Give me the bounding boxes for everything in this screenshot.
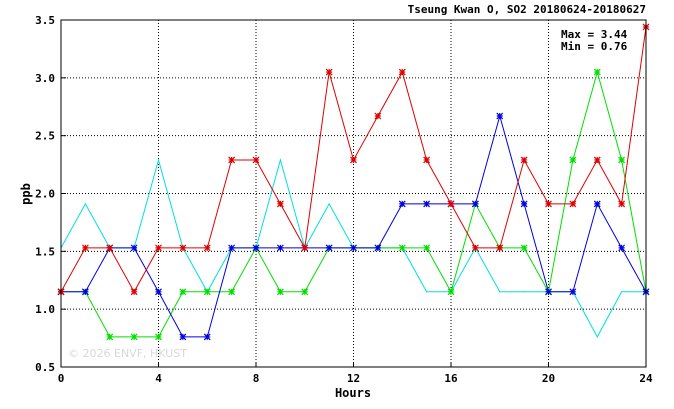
series-line — [61, 70, 647, 338]
x-tick-label: 8 — [253, 372, 260, 385]
data-point — [81, 244, 89, 252]
data-point — [157, 159, 160, 161]
data-point — [84, 203, 86, 205]
data-point — [179, 244, 187, 252]
data-point — [447, 200, 455, 208]
data-point — [496, 112, 504, 120]
max-label: Max = 3.44 — [561, 28, 628, 41]
data-point — [621, 291, 623, 293]
data-point — [179, 288, 187, 296]
data-point — [471, 244, 479, 252]
data-point — [203, 288, 211, 296]
data-point — [130, 333, 138, 341]
x-tick-label: 20 — [542, 372, 555, 385]
data-point — [228, 244, 236, 252]
x-tick-label: 12 — [347, 372, 360, 385]
data-point — [423, 156, 431, 164]
data-point — [276, 288, 284, 296]
data-point — [569, 200, 577, 208]
data-point — [593, 200, 601, 208]
data-point — [328, 203, 330, 205]
data-point — [228, 288, 236, 296]
data-point — [350, 244, 357, 252]
data-point — [130, 288, 138, 296]
data-point — [398, 68, 406, 76]
data-point — [155, 333, 162, 341]
data-point — [252, 244, 260, 252]
data-point — [325, 68, 333, 76]
data-point — [106, 244, 114, 252]
data-point — [520, 244, 528, 252]
data-point — [618, 200, 626, 208]
data-point — [179, 333, 187, 341]
data-point — [520, 200, 528, 208]
data-point — [301, 288, 309, 296]
data-point — [545, 288, 552, 296]
x-tick-label: 16 — [444, 372, 458, 385]
y-tick-label: 1.0 — [35, 303, 55, 316]
data-point — [325, 244, 333, 252]
data-point — [569, 156, 577, 164]
data-point — [618, 156, 626, 164]
data-point — [228, 156, 236, 164]
x-tick-label: 4 — [155, 372, 162, 385]
data-point — [276, 244, 284, 252]
y-tick-label: 3.5 — [35, 14, 55, 27]
x-tick-label: 24 — [639, 372, 653, 385]
data-point — [596, 336, 598, 338]
data-point — [496, 244, 504, 252]
data-point — [545, 200, 552, 208]
data-point — [374, 112, 382, 120]
data-point — [593, 68, 601, 76]
data-point — [398, 200, 406, 208]
data-point — [426, 291, 428, 293]
y-tick-label: 2.0 — [35, 188, 55, 201]
data-point — [279, 159, 281, 161]
y-tick-label: 0.5 — [35, 361, 55, 374]
y-tick-label: 1.5 — [35, 245, 55, 258]
data-point — [569, 288, 577, 296]
data-point — [423, 244, 431, 252]
data-point — [398, 244, 406, 252]
data-point — [618, 244, 626, 252]
series-3 — [57, 23, 650, 296]
y-axis-label: ppb — [19, 183, 33, 205]
y-tick-label: 3.0 — [35, 72, 55, 85]
data-point — [423, 200, 431, 208]
data-point — [203, 333, 211, 341]
x-axis-label: Hours — [335, 386, 371, 400]
data-point — [155, 244, 162, 252]
data-point — [276, 200, 284, 208]
min-label: Min = 0.76 — [561, 40, 628, 53]
data-point — [523, 291, 525, 293]
data-point — [471, 200, 479, 208]
data-point — [81, 288, 89, 296]
x-tick-label: 0 — [58, 372, 65, 385]
y-tick-label: 2.5 — [35, 130, 55, 143]
data-point — [374, 244, 382, 252]
data-point — [447, 288, 455, 296]
data-point — [593, 156, 601, 164]
chart-title: Tseung Kwan O, SO2 20180624-20180627 — [408, 3, 646, 16]
data-point — [130, 244, 138, 252]
data-point — [203, 244, 211, 252]
watermark: © 2026 ENVF, HKUST — [68, 347, 187, 360]
data-point — [350, 156, 357, 164]
data-point — [301, 244, 309, 252]
data-point — [155, 288, 162, 296]
data-point — [252, 156, 260, 164]
data-point — [499, 291, 501, 293]
data-point — [106, 333, 114, 341]
data-point — [520, 156, 528, 164]
